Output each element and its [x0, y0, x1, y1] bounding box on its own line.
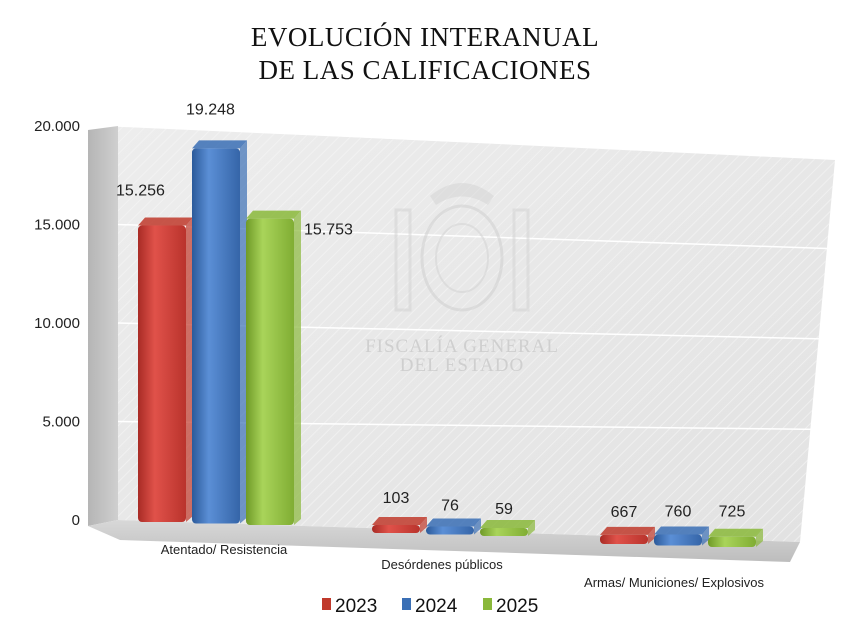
legend-swatch-2023 — [322, 598, 331, 610]
bar-2024-1 — [426, 526, 474, 535]
bar-top-2023 — [138, 217, 193, 226]
bar-side-2025 — [294, 210, 301, 525]
legend: 2023 2024 2025 — [322, 596, 538, 617]
bar-side-2023 — [186, 217, 193, 523]
bar-top-2024 — [192, 140, 247, 149]
bar-side-2024 — [240, 140, 247, 524]
x-axis: Atentado/ Resistencia Desórdenes públicos… — [161, 542, 765, 590]
data-labels: 15.256 19.248 15.753 103 76 59 667 760 725 — [116, 101, 745, 521]
bar-top-2025 — [480, 520, 535, 528]
y-tick-label: 15.000 — [34, 217, 80, 234]
bar-side-2025 — [528, 520, 535, 536]
bar-2023-1 — [372, 525, 420, 533]
bar-2025-1 — [480, 528, 528, 536]
category-label: Desórdenes públicos — [381, 557, 503, 572]
bar-top-2023 — [372, 517, 427, 525]
legend-swatch-2025 — [483, 598, 492, 610]
bar-side-2024 — [474, 518, 481, 535]
y-tick-label: 20.000 — [34, 118, 80, 135]
y-tick-label: 5.000 — [42, 414, 80, 431]
data-label-2023: 667 — [611, 504, 638, 521]
watermark-emblem — [394, 183, 530, 312]
data-label-2025: 725 — [719, 504, 746, 521]
watermark-text-line1: FISCALÍA GENERAL — [365, 335, 559, 357]
y-tick-label: 0 — [72, 512, 80, 529]
data-label-2023: 15.256 — [116, 182, 165, 199]
bar-top-2025 — [246, 210, 301, 219]
bar-side-2025 — [756, 528, 763, 547]
legend-label-2024: 2024 — [415, 596, 458, 617]
y-tick-label: 10.000 — [34, 315, 80, 332]
bar-top-2024 — [426, 518, 481, 527]
bar-2025-2 — [708, 536, 756, 547]
side-wall — [88, 126, 118, 526]
data-label-2025: 59 — [495, 501, 513, 518]
data-label-2024: 760 — [665, 504, 692, 521]
legend-label-2023: 2023 — [335, 596, 377, 617]
bar-2023-2 — [600, 534, 648, 544]
data-label-2025: 15.753 — [304, 222, 353, 239]
bar-side-2023 — [420, 517, 427, 533]
bars — [138, 140, 763, 547]
legend-swatch-2024 — [402, 598, 411, 610]
bar-top-2025 — [708, 528, 763, 537]
gridline — [117, 125, 836, 159]
bar-top-2023 — [600, 526, 655, 535]
bar-2025-0 — [246, 218, 294, 525]
bar-2024-2 — [654, 534, 702, 546]
y-axis: 0 5.000 10.000 15.000 20.000 — [34, 118, 80, 529]
chart-title-line1: EVOLUCIÓN INTERANUAL — [251, 22, 599, 52]
watermark-text-line2: DEL ESTADO — [400, 355, 524, 376]
data-label-2023: 103 — [383, 490, 410, 507]
legend-label-2025: 2025 — [496, 596, 538, 617]
bar-2024-0 — [192, 148, 240, 524]
data-label-2024: 19.248 — [186, 101, 235, 118]
data-label-2024: 76 — [441, 498, 459, 515]
chart-title-line2: DE LAS CALIFICACIONES — [258, 55, 591, 85]
category-label: Armas/ Municiones/ Explosivos — [584, 575, 764, 590]
bar-side-2024 — [702, 526, 709, 546]
bar-side-2023 — [648, 526, 655, 544]
bar-2023-0 — [138, 225, 186, 523]
category-label: Atentado/ Resistencia — [161, 542, 288, 557]
bar-top-2024 — [654, 526, 709, 535]
floor — [88, 520, 800, 562]
